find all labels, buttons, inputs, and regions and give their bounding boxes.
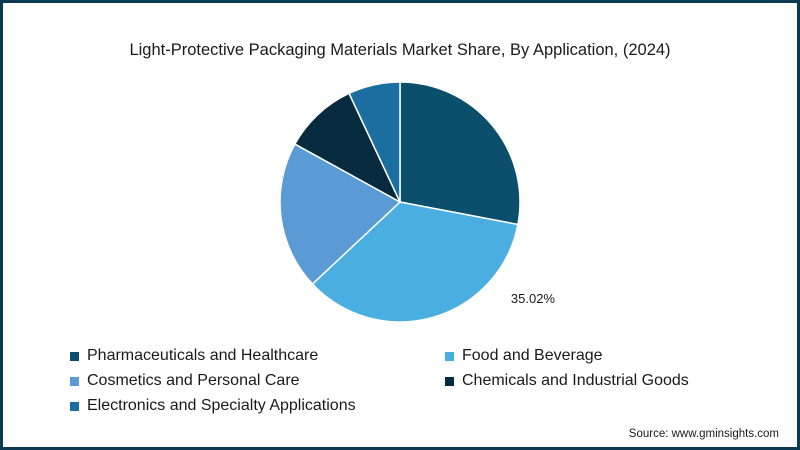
legend-item-food-beverage: Food and Beverage [445,346,750,366]
legend-swatch [445,351,454,361]
legend-label: Cosmetics and Personal Care [87,372,300,389]
pie-slice-3 [279,143,402,286]
pie-chart: 35.02% [279,81,556,323]
legend-swatch [445,376,454,386]
chart-title: Light-Protective Packaging Materials Mar… [129,41,671,59]
pie-slice-1 [399,81,521,226]
legend-item-electronics: Electronics and Specialty Applications [70,396,445,416]
legend: Pharmaceuticals and Healthcare Food and … [70,346,750,416]
pie-slice-2 [311,201,519,323]
slice-data-label: 35.02% [511,291,556,306]
legend-label: Pharmaceuticals and Healthcare [87,347,319,364]
legend-label: Chemicals and Industrial Goods [462,372,689,389]
legend-swatch [70,376,79,386]
legend-label: Electronics and Specialty Applications [87,397,356,414]
legend-item-cosmetics: Cosmetics and Personal Care [70,371,445,391]
source-note: Source: www.gminsights.com [628,428,779,440]
legend-item-chemicals: Chemicals and Industrial Goods [445,371,750,391]
legend-swatch [70,351,79,361]
legend-swatch [70,401,79,411]
pie-slice-4 [293,92,402,204]
legend-item-pharmaceuticals: Pharmaceuticals and Healthcare [70,346,445,366]
legend-label: Food and Beverage [462,347,603,364]
pie-slice-5 [348,81,401,203]
